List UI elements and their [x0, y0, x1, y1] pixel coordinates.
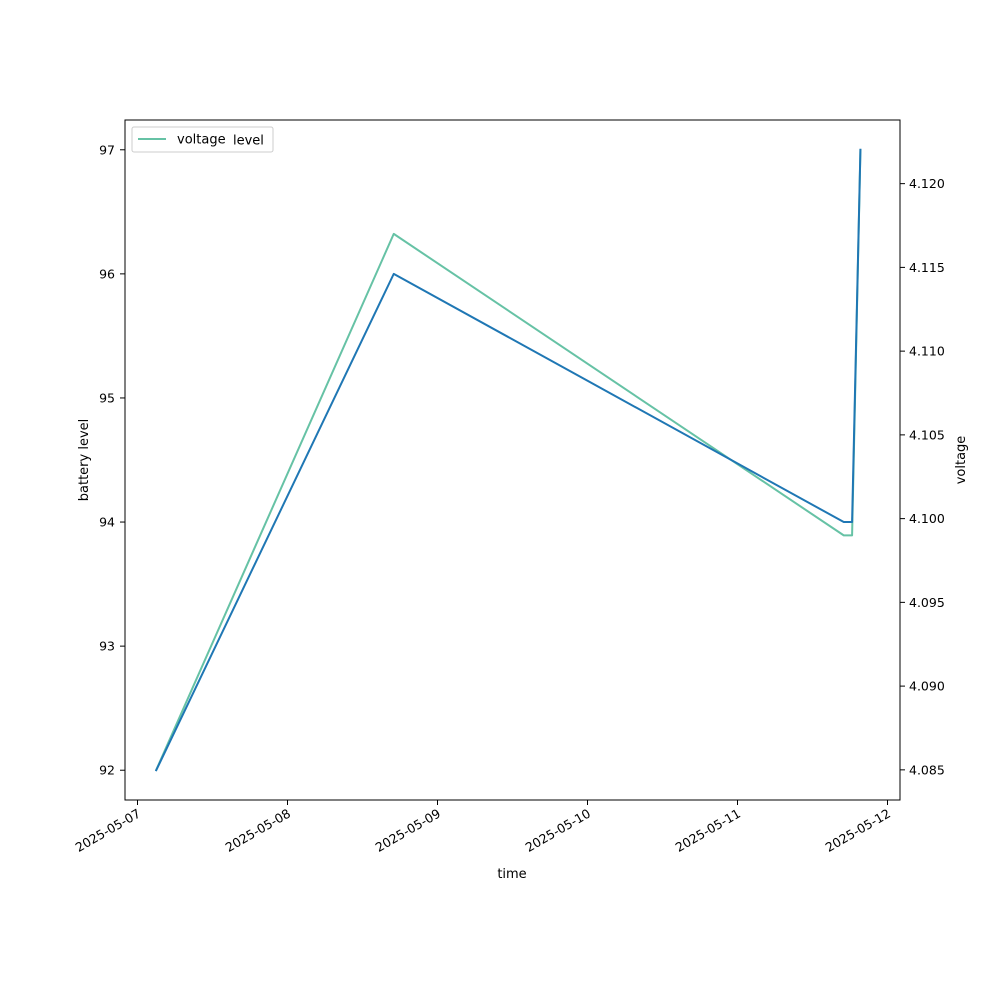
y-tick-label: 92	[99, 763, 115, 778]
y2-axis-label: voltage	[954, 436, 969, 485]
y-tick-label: 94	[99, 515, 115, 530]
y2-tick-label: 4.120	[909, 176, 945, 191]
y2-tick-label: 4.105	[909, 427, 945, 442]
y2-tick-label: 4.090	[909, 679, 945, 694]
y2-tick-label: 4.085	[909, 762, 945, 777]
legend: voltage level	[131, 126, 274, 153]
y-tick-label: 93	[99, 639, 115, 654]
y2-axis-ticks: 4.085 4.090 4.095 4.100 4.105 4.110 4.115 4.120	[900, 176, 945, 777]
y2-tick-label: 4.095	[909, 595, 945, 610]
series-line-level	[154, 148, 862, 772]
y-axis-label: battery level	[77, 419, 92, 502]
legend-label-level: level	[233, 134, 264, 149]
y2-tick-label: 4.115	[909, 260, 945, 275]
y-tick-label: 96	[99, 266, 115, 281]
plot-frame	[124, 119, 901, 801]
x-axis-label: time	[497, 867, 526, 882]
y-tick-label: 97	[99, 142, 115, 157]
legend-label-voltage: voltage	[177, 133, 226, 148]
y-tick-label: 95	[99, 390, 115, 405]
series-lines	[154, 148, 862, 772]
legend-box	[131, 126, 274, 153]
y2-tick-label: 4.100	[909, 511, 945, 526]
y-axis-ticks: 92 93 94 95 96 97	[99, 142, 125, 778]
y2-tick-label: 4.110	[909, 344, 945, 359]
